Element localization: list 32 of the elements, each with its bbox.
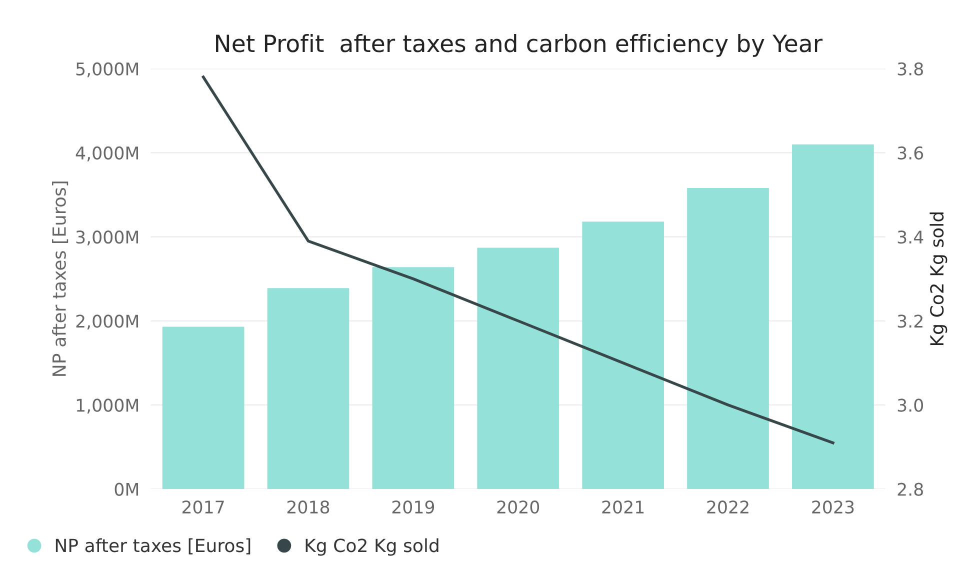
y2-axis-title: Kg Co2 Kg sold (930, 212, 948, 346)
bar (477, 248, 560, 490)
bar (267, 288, 350, 490)
x-tick-label: 2023 (812, 500, 854, 514)
legend-label: Kg Co2 Kg sold (306, 538, 438, 556)
y2-tick-label: 3.8 (898, 62, 923, 76)
legend-label: NP after taxes [Euros] (56, 538, 250, 554)
y-tick-label: 3,000M (76, 230, 138, 246)
line-series (202, 76, 834, 444)
y-tick-label: 0M (114, 482, 138, 496)
bar (687, 188, 769, 490)
y-tick-label: 5,000M (76, 62, 138, 78)
y2-tick-label: 3.0 (898, 398, 923, 412)
y-tick-label: 4,000M (76, 146, 138, 162)
x-tick-label: 2020 (497, 500, 540, 514)
y2-tick-label: 3.2 (898, 314, 922, 328)
x-tick-label: 2021 (602, 500, 644, 514)
bar (372, 267, 454, 490)
y2-tick-label: 3.4 (898, 230, 924, 244)
x-tick-label: 2019 (392, 500, 434, 514)
y2-tick-label: 2.8 (898, 482, 923, 496)
x-tick-label: 2017 (182, 500, 224, 514)
y-axis-title: NP after taxes [Euros] (52, 182, 68, 376)
y-tick-label: 2,000M (76, 314, 138, 330)
x-tick-label: 2018 (287, 500, 330, 514)
y2-tick-label: 3.6 (898, 146, 924, 160)
bar (582, 222, 664, 490)
chart-title: Net Profit after taxes and carbon efficiency by Year (216, 34, 823, 57)
y-tick-label: 1,000M (76, 398, 138, 414)
bar (162, 326, 244, 490)
x-tick-label: 2022 (707, 500, 748, 514)
bar (792, 144, 874, 490)
